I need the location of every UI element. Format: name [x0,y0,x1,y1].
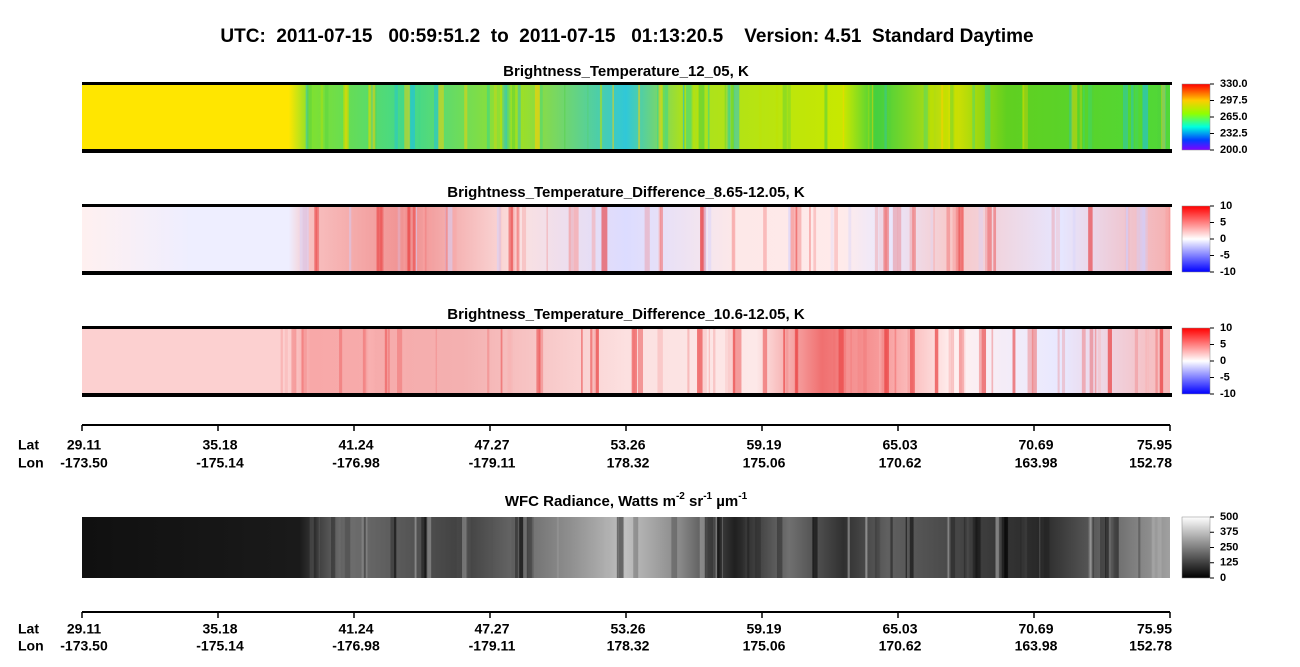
colorbar-label: 10 [1220,322,1232,334]
image-strip [82,206,1170,272]
colorbar-label: 0 [1220,233,1226,245]
lat-value: 75.95 [1137,621,1172,637]
colorbar-label: -10 [1220,388,1236,400]
image-strip [82,328,1170,394]
lon-value: -175.14 [196,455,244,471]
image-strip [82,84,1170,150]
colorbar-label: 232.5 [1220,127,1248,139]
lon-value: -173.50 [60,455,108,471]
colorbar-label: 330.0 [1220,78,1248,90]
lat-value: 59.19 [746,437,781,453]
lon-value: -175.14 [196,638,244,654]
lon-value: 178.32 [607,638,650,654]
lon-value: 175.06 [743,638,786,654]
lon-label: Lon [18,455,44,471]
lon-value: 178.32 [607,455,650,471]
colorbar [1181,516,1211,579]
colorbar-label: 0 [1220,355,1226,367]
colorbar-label: 265.0 [1220,111,1248,123]
colorbar-label: 5 [1220,338,1226,350]
lon-label: Lon [18,638,44,654]
strip-edge [82,149,1172,153]
colorbar-label: 375 [1220,526,1238,538]
lon-value: 152.78 [1129,455,1172,471]
colorbar [1181,205,1211,273]
colorbar-label: 10 [1220,200,1232,212]
lat-value: 29.11 [67,621,101,637]
panel-title: Brightness_Temperature_12_05, K [503,63,749,80]
lon-value: -173.50 [60,638,108,654]
title-part: µm [712,493,738,510]
colorbar-label: 0 [1220,572,1226,584]
strip-edge [82,326,1172,329]
lat-value: 41.24 [338,621,373,637]
figure-title: UTC: 2011-07-15 00:59:51.2 to 2011-07-15… [220,26,1033,47]
colorbar [1181,327,1211,395]
lat-value: 53.26 [610,437,645,453]
colorbar-label: 297.5 [1220,94,1248,106]
lon-value: 170.62 [879,455,922,471]
lat-label: Lat [18,621,39,637]
title-part: -2 [676,491,685,502]
strip-edge [82,393,1172,397]
strip-edge [82,271,1172,275]
lon-value: 152.78 [1129,638,1172,654]
lat-value: 53.26 [610,621,645,637]
lat-value: 70.69 [1018,437,1053,453]
image-strip [82,517,1170,578]
lon-value: -179.11 [469,638,516,654]
lat-value: 29.11 [67,437,101,453]
colorbar [1181,83,1211,151]
lat-value: 47.27 [474,437,509,453]
title-part: WFC Radiance, Watts m [505,493,676,510]
lat-value: 35.18 [202,621,237,637]
colorbar-label: -10 [1220,266,1236,278]
colorbar-label: -5 [1220,249,1230,261]
panel-title: Brightness_Temperature_Difference_10.6-1… [447,306,805,323]
colorbar-label: 250 [1220,541,1238,553]
title-part: sr [685,493,704,510]
strip-edge [82,204,1172,207]
lon-value: 170.62 [879,638,922,654]
lat-value: 65.03 [882,437,917,453]
colorbar-label: 125 [1220,557,1238,569]
lat-value: 41.24 [338,437,373,453]
lat-value: 75.95 [1137,437,1172,453]
colorbar-label: 5 [1220,216,1226,228]
panel-title: WFC Radiance, Watts m-2 sr-1 µm-1 [505,491,748,510]
lat-value: 65.03 [882,621,917,637]
colorbar-label: 200.0 [1220,144,1248,156]
lat-value: 70.69 [1018,621,1053,637]
lon-value: 163.98 [1015,455,1058,471]
lon-value: 163.98 [1015,638,1058,654]
lat-value: 35.18 [202,437,237,453]
title-part: -1 [703,491,712,502]
lat-value: 47.27 [474,621,509,637]
lon-value: 175.06 [743,455,786,471]
colorbar-label: -5 [1220,371,1230,383]
lon-value: -176.98 [332,638,380,654]
title-part: -1 [738,491,747,502]
lon-value: -179.11 [469,455,516,471]
lon-value: -176.98 [332,455,380,471]
lat-label: Lat [18,437,39,453]
strip-edge [82,82,1172,85]
lat-value: 59.19 [746,621,781,637]
colorbar-label: 500 [1220,511,1238,523]
panel-title: Brightness_Temperature_Difference_8.65-1… [447,184,805,201]
